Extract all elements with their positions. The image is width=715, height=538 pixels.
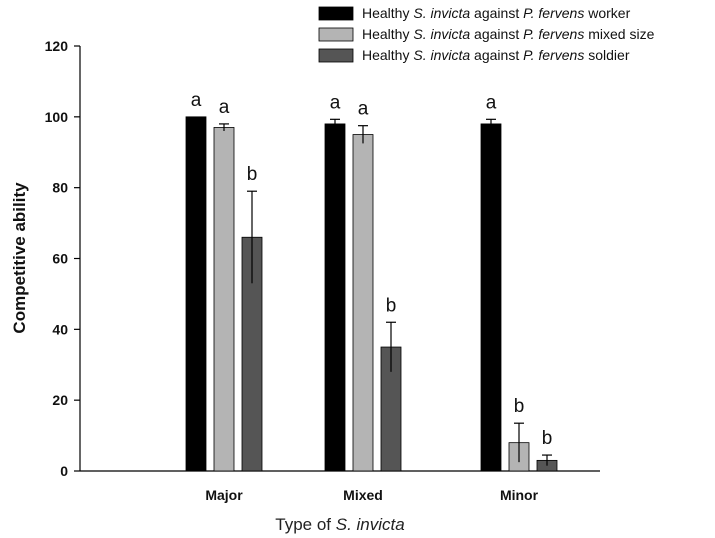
significance-letter: b [386, 295, 397, 316]
significance-letter: a [358, 99, 369, 120]
legend: Healthy S. invicta against P. fervens wo… [318, 5, 655, 63]
y-tick-label: 20 [52, 392, 68, 408]
legend-label: Healthy S. invicta against P. fervens so… [362, 47, 630, 63]
y-tick-label: 80 [52, 180, 68, 196]
y-tick-label: 60 [52, 251, 68, 267]
legend-swatch [318, 48, 354, 63]
x-category-label: Mixed [343, 487, 383, 503]
legend-swatch [318, 6, 354, 21]
significance-letter: a [219, 97, 230, 118]
legend-label: Healthy S. invicta against P. fervens mi… [362, 26, 655, 42]
bar [480, 123, 502, 472]
significance-letter: a [486, 92, 497, 113]
error-bars [219, 118, 552, 466]
y-axis-title: Competitive ability [10, 182, 29, 334]
legend-swatch [318, 27, 354, 42]
bar [185, 116, 207, 472]
bar [324, 123, 346, 472]
y-axis: 0 20 40 60 80 100 120 [45, 38, 81, 479]
y-tick-label: 100 [45, 109, 69, 125]
x-axis: Major Mixed Minor [80, 470, 600, 503]
significance-letter: b [542, 428, 553, 449]
x-category-label: Minor [500, 487, 539, 503]
bars [185, 116, 558, 472]
significance-letter: b [514, 396, 525, 417]
significance-letter: a [330, 92, 341, 113]
significance-letter: a [191, 90, 202, 111]
x-category-label: Major [205, 487, 243, 503]
y-tick-label: 0 [60, 463, 68, 479]
bar [352, 134, 374, 472]
x-axis-title: Type of S. invicta [275, 515, 404, 534]
y-tick-label: 120 [45, 38, 69, 54]
legend-label: Healthy S. invicta against P. fervens wo… [362, 5, 631, 21]
bar [213, 127, 235, 472]
y-tick-label: 40 [52, 321, 68, 337]
significance-letter: b [247, 164, 258, 185]
